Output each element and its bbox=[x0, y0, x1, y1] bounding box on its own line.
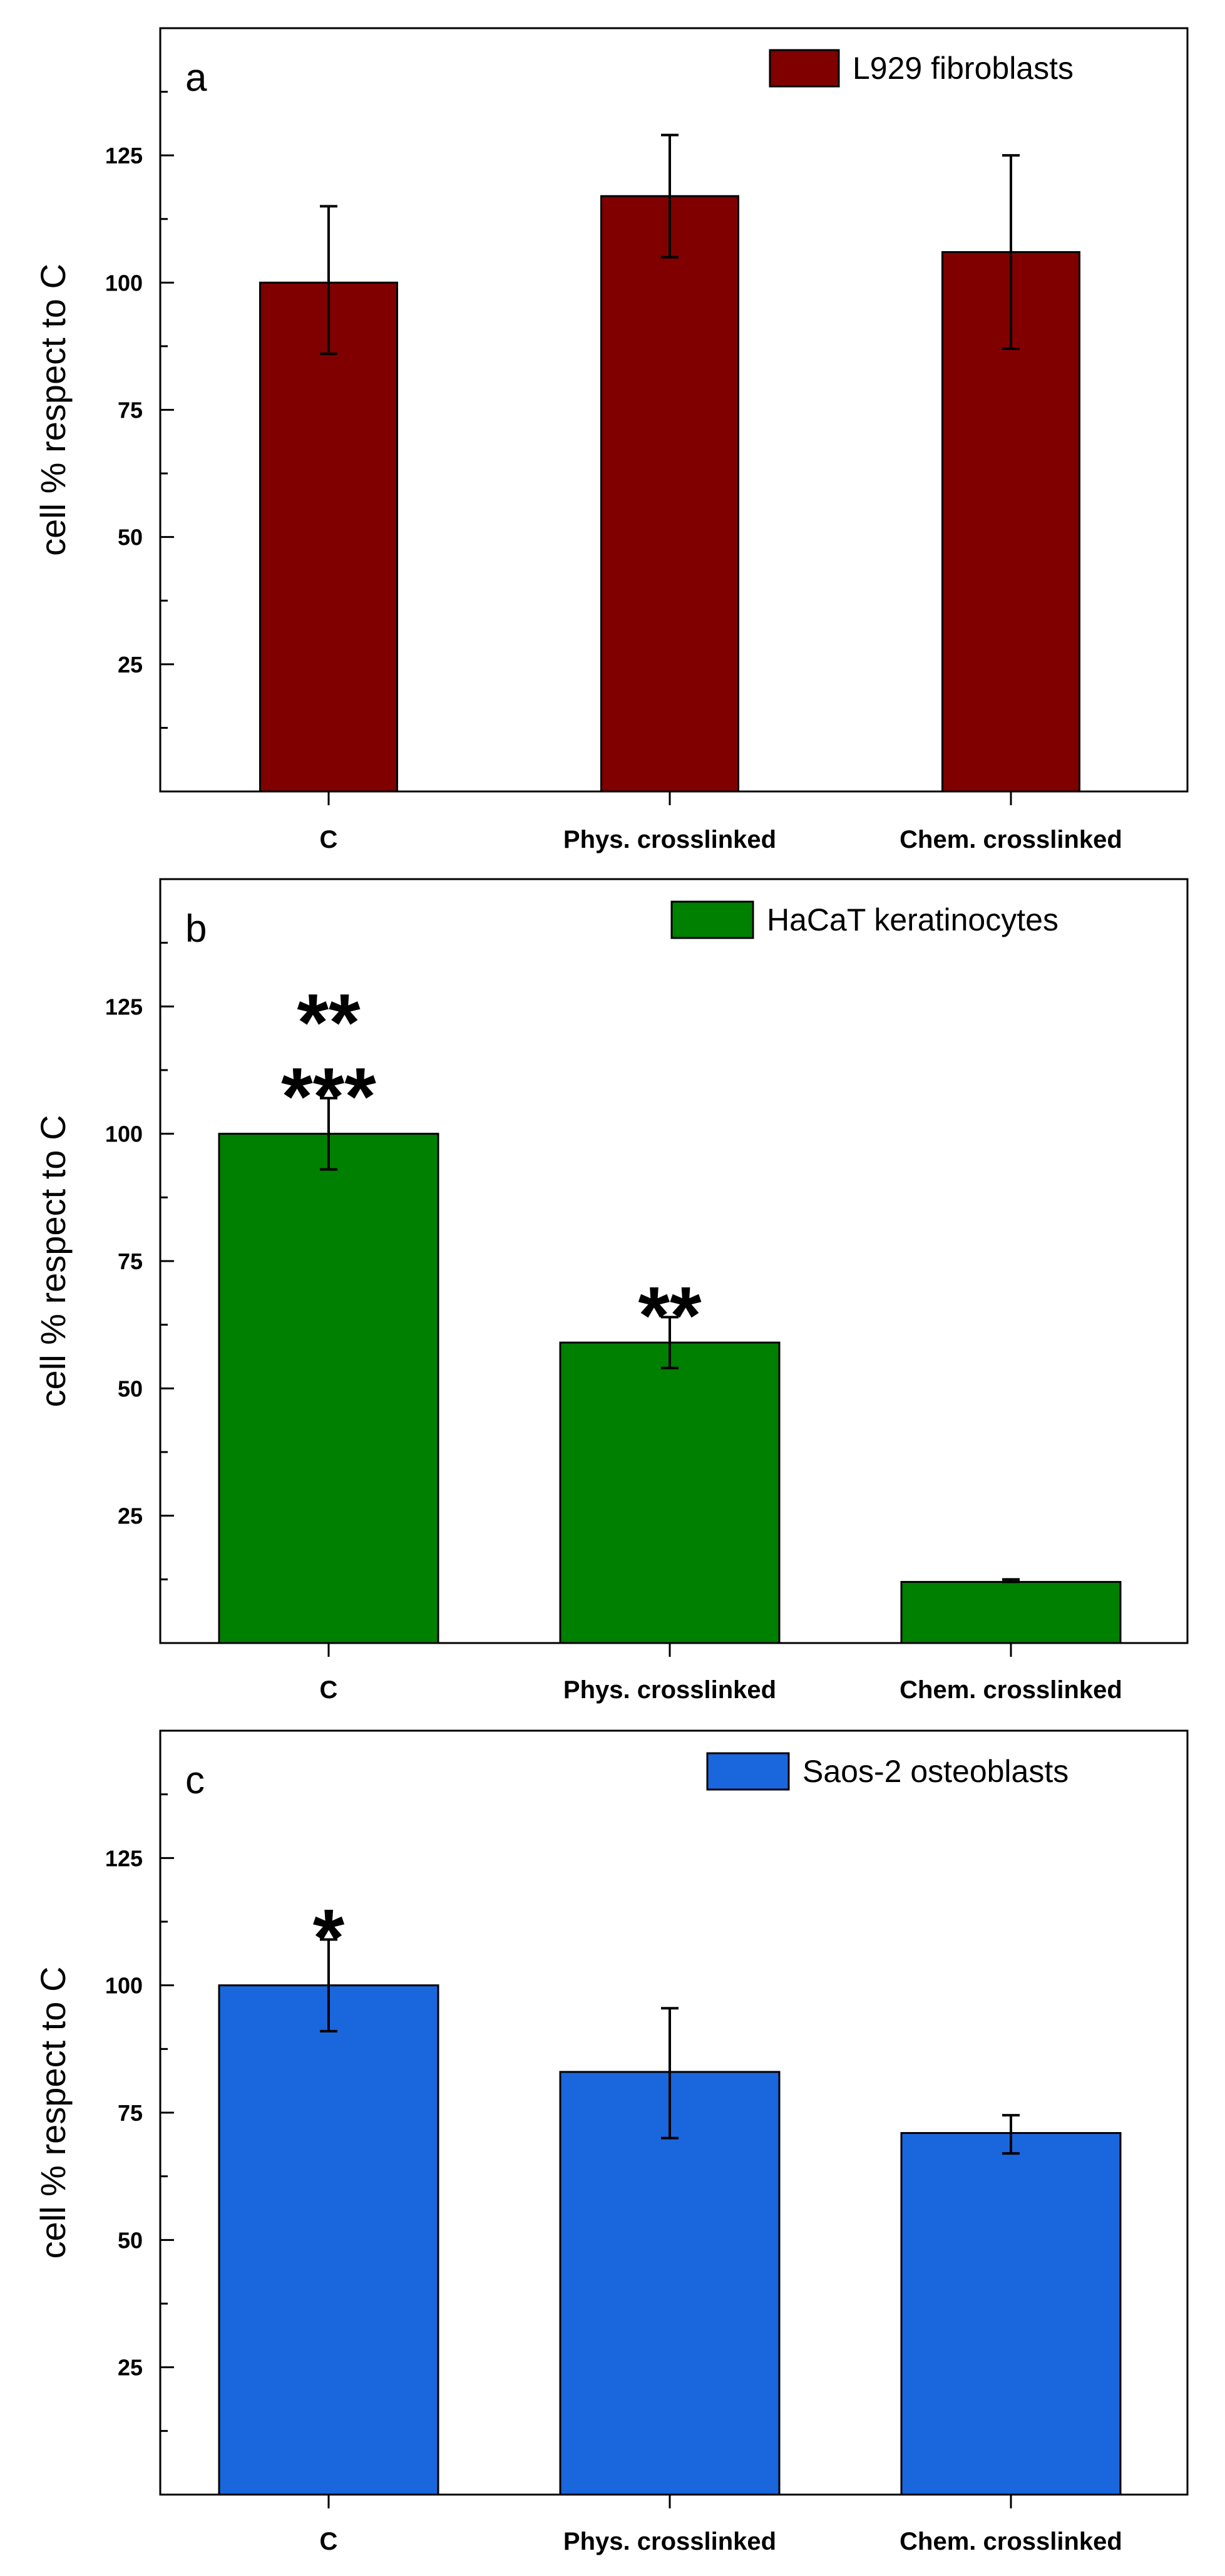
legend-label: HaCaT keratinocytes bbox=[767, 902, 1058, 937]
y-tick-label: 125 bbox=[105, 1845, 143, 1871]
y-tick-label: 75 bbox=[118, 1249, 143, 1274]
x-category-label: C bbox=[320, 1676, 338, 1704]
legend-label: Saos-2 osteoblasts bbox=[802, 1754, 1069, 1789]
bar bbox=[900, 2132, 1122, 2496]
chart-panel-a: 25 50 75 100 125 C Phys. crosslinked Chem. cros… bbox=[33, 27, 1189, 853]
x-category-label: C bbox=[320, 826, 338, 853]
y-tick-label: 100 bbox=[105, 270, 143, 296]
bar bbox=[900, 1580, 1122, 1644]
x-category-label: Chem. crosslinked bbox=[900, 1676, 1122, 1704]
x-category-label: Chem. crosslinked bbox=[900, 826, 1122, 853]
y-tick-label: 50 bbox=[118, 2227, 143, 2253]
significance-annotation: *** bbox=[281, 1051, 376, 1142]
bar bbox=[218, 1133, 439, 1644]
bar bbox=[559, 2071, 781, 2496]
bar bbox=[600, 195, 739, 793]
panel-letter: b bbox=[185, 907, 207, 951]
error-bar bbox=[320, 1938, 337, 2032]
y-tick-label: 25 bbox=[118, 652, 143, 677]
y-tick-label: 75 bbox=[118, 398, 143, 423]
x-category-label: Phys. crosslinked bbox=[563, 2528, 776, 2555]
error-bar bbox=[661, 1316, 679, 1369]
error-bar bbox=[1002, 1578, 1020, 1584]
legend-label: L929 fibroblasts bbox=[853, 51, 1074, 86]
y-tick-label: 100 bbox=[105, 1121, 143, 1147]
error-bar bbox=[320, 205, 337, 356]
y-axis-label: cell % respect to C bbox=[33, 1115, 73, 1408]
x-category-label: C bbox=[320, 2528, 338, 2555]
bar bbox=[218, 1984, 439, 2496]
y-tick-label: 75 bbox=[118, 2100, 143, 2126]
y-tick-label: 25 bbox=[118, 1503, 143, 1529]
error-bar bbox=[661, 2007, 679, 2140]
x-category-label: Phys. crosslinked bbox=[563, 1676, 776, 1704]
legend-swatch bbox=[769, 49, 840, 88]
legend-swatch bbox=[670, 900, 754, 939]
error-bar bbox=[1002, 154, 1020, 350]
y-tick-label: 50 bbox=[118, 525, 143, 550]
bar bbox=[559, 1341, 781, 1644]
y-tick-label: 125 bbox=[105, 994, 143, 1019]
y-axis-label: cell % respect to C bbox=[33, 1967, 73, 2259]
significance-annotation: ** bbox=[297, 977, 361, 1068]
x-category-label: Chem. crosslinked bbox=[900, 2528, 1122, 2555]
panel-letter: a bbox=[185, 56, 207, 100]
y-axis-label: cell % respect to C bbox=[33, 264, 73, 556]
error-bar bbox=[661, 133, 679, 259]
chart-panel-c: 25 50 75 100 125 C Phys. crosslinked Chem. cros… bbox=[33, 1729, 1189, 2555]
x-category-label: Phys. crosslinked bbox=[563, 826, 776, 853]
panel-letter: c bbox=[185, 1759, 205, 1802]
error-bar bbox=[320, 1096, 337, 1171]
chart-panel-b: 25 50 75 100 125 C Phys. crosslinked Chem. cros… bbox=[33, 878, 1189, 1704]
bar bbox=[259, 281, 398, 793]
legend-swatch bbox=[706, 1752, 790, 1791]
error-bar bbox=[1002, 2114, 1020, 2155]
significance-annotation: ** bbox=[638, 1269, 702, 1361]
y-tick-label: 25 bbox=[118, 2355, 143, 2381]
y-tick-label: 125 bbox=[105, 143, 143, 168]
y-tick-label: 50 bbox=[118, 1376, 143, 1401]
y-tick-label: 100 bbox=[105, 1973, 143, 1999]
significance-annotation: * bbox=[313, 1892, 345, 1983]
